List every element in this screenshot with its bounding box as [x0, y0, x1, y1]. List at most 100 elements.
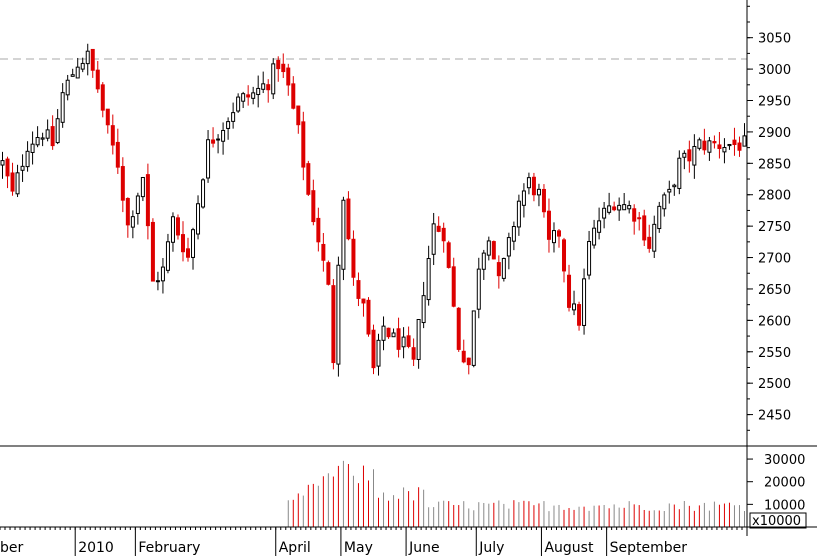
candle	[291, 76, 296, 110]
candle-body	[201, 179, 206, 208]
candle-body	[376, 339, 381, 367]
candle-body	[732, 139, 737, 146]
candle-body	[336, 264, 341, 365]
month-label: July	[478, 540, 504, 556]
candle-body	[281, 63, 286, 73]
candle-body	[682, 152, 687, 158]
candle	[737, 136, 742, 157]
candle	[431, 212, 436, 266]
candle	[100, 82, 105, 118]
candle	[196, 195, 201, 240]
candle	[30, 131, 35, 165]
month-label: April	[279, 540, 311, 556]
candle	[541, 184, 546, 218]
candle	[652, 215, 657, 258]
candle-body	[276, 59, 281, 70]
candle-body	[381, 325, 386, 341]
candle-body	[140, 176, 145, 198]
candle-body	[341, 199, 346, 270]
candle	[627, 200, 632, 214]
candle	[50, 115, 55, 150]
candle-body	[506, 237, 511, 257]
candle-body	[546, 210, 551, 240]
candle	[331, 279, 336, 370]
candle-body	[556, 230, 561, 237]
candle	[186, 237, 191, 262]
candle	[246, 85, 251, 106]
candle-body	[562, 239, 567, 272]
candle-body	[426, 258, 431, 301]
candle	[481, 249, 486, 280]
candle-body	[481, 252, 486, 270]
candle	[206, 130, 211, 183]
candle	[511, 221, 516, 251]
candle-body	[135, 195, 140, 214]
candle	[456, 307, 461, 352]
candle	[667, 180, 672, 204]
candle-body	[346, 198, 351, 240]
candle-body	[401, 336, 406, 348]
candle	[531, 172, 536, 202]
candle-body	[251, 92, 256, 99]
candle-body	[717, 144, 722, 149]
candle	[421, 281, 426, 329]
candle-body	[421, 295, 426, 324]
price-tick-label: 2700	[758, 252, 791, 267]
candle-body	[712, 141, 717, 144]
candle	[466, 357, 471, 375]
price-tick-label: 2800	[758, 189, 791, 204]
candle-body	[391, 332, 396, 338]
candle-body	[597, 220, 602, 233]
candle	[15, 164, 20, 198]
candle	[90, 48, 95, 78]
candle	[632, 204, 637, 235]
candle	[271, 58, 276, 100]
month-label: May	[344, 540, 373, 556]
candle	[396, 317, 401, 358]
price-panel	[0, 43, 747, 377]
candle-body	[607, 205, 612, 213]
candle-body	[115, 141, 120, 168]
candle-body	[50, 126, 55, 147]
candle-body	[551, 230, 556, 244]
candle-body	[441, 227, 446, 242]
candle-body	[226, 121, 231, 129]
candle	[386, 327, 391, 339]
candle	[175, 214, 180, 240]
candle	[376, 333, 381, 376]
candle-body	[521, 190, 526, 206]
month-label: February	[138, 540, 200, 556]
candle	[657, 201, 662, 233]
candle-body	[536, 188, 541, 196]
candle-body	[642, 215, 647, 241]
candle	[115, 128, 120, 174]
candle-body	[687, 149, 692, 162]
candle	[471, 310, 476, 368]
candle	[556, 229, 561, 248]
candle-body	[617, 204, 622, 211]
candle-body	[326, 262, 331, 285]
candle-body	[331, 285, 336, 364]
candle-body	[316, 217, 321, 243]
price-tick-label: 2500	[758, 377, 791, 392]
candle-body	[5, 158, 10, 177]
candle-body	[155, 280, 160, 283]
price-tick-label: 2950	[758, 95, 791, 110]
candle	[546, 198, 551, 253]
candle-body	[531, 176, 536, 196]
candle	[125, 197, 130, 238]
candle-body	[196, 203, 201, 235]
price-tick-label: 2450	[758, 409, 791, 424]
candle	[105, 108, 110, 134]
candle-body	[577, 304, 582, 326]
candle-body	[100, 84, 105, 111]
candle	[241, 91, 246, 109]
candle	[391, 328, 396, 338]
candle-body	[446, 242, 451, 268]
price-tick-label: 2650	[758, 283, 791, 298]
candle-body	[541, 188, 546, 213]
candle	[251, 86, 256, 105]
candle	[411, 338, 416, 367]
